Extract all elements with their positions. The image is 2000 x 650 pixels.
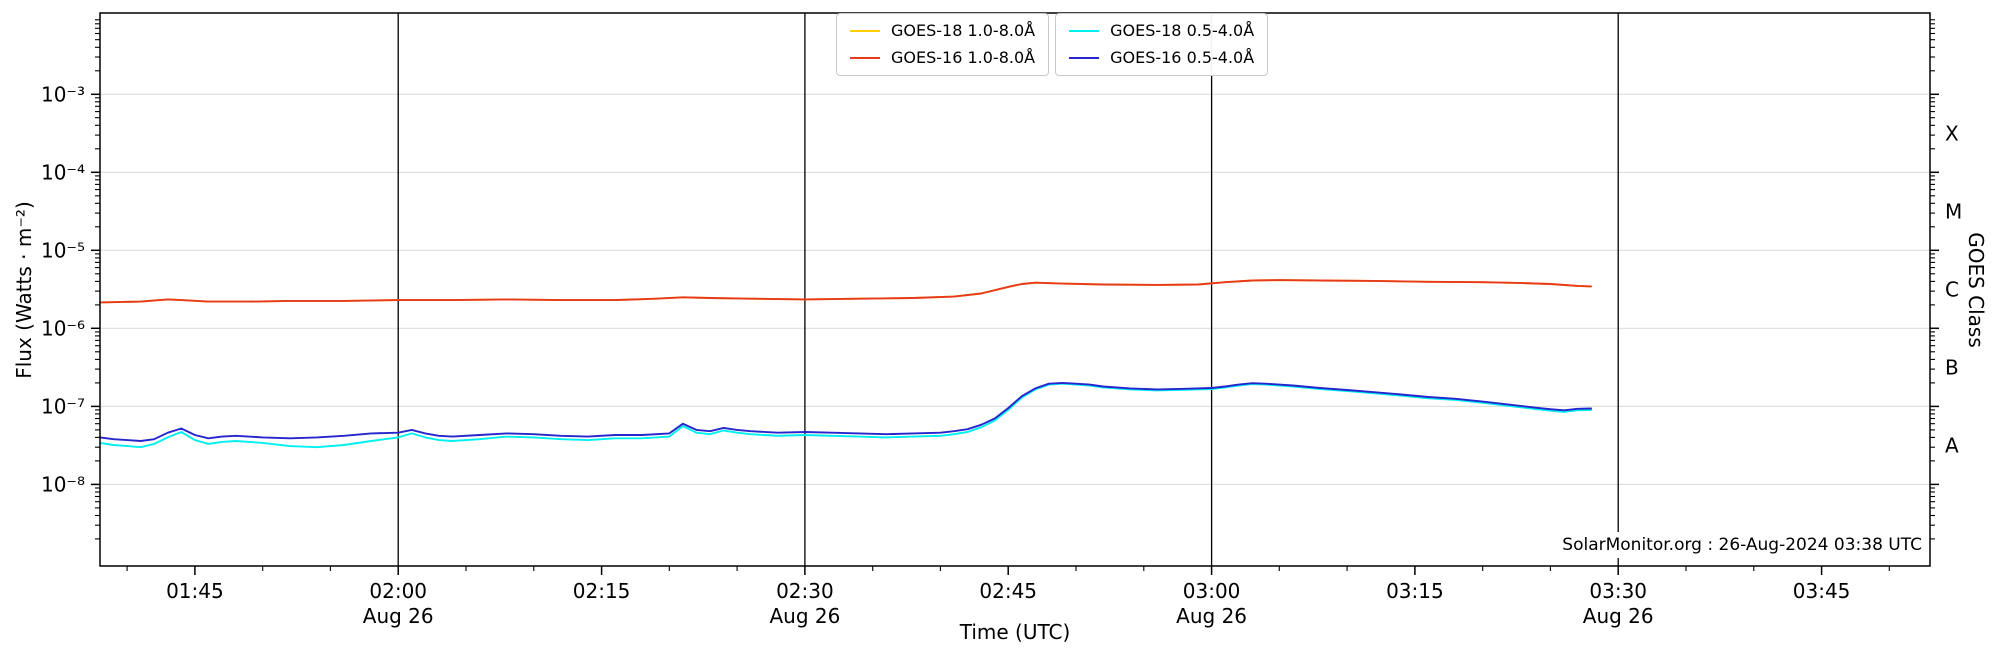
x-tick-label: 03:45 [1793,579,1851,603]
legend-item-goes18-long: GOES-18 1.0-8.0Å [850,21,1035,41]
goes-class-labels: X M C B A [1945,121,1962,457]
legend-item-goes18-short: GOES-18 0.5-4.0Å [1069,21,1254,41]
x-tick-sublabel: Aug 26 [1583,604,1654,628]
legend-line-sample-goes18-short [1069,30,1100,32]
legend-item-goes16-short: GOES-16 0.5-4.0Å [1069,48,1254,68]
goes-class-label: M [1945,199,1962,223]
y-tick-label: 10⁻⁸ [41,472,85,496]
x-tick-sublabel: Aug 26 [769,604,840,628]
x-tick-sublabel: Aug 26 [363,604,434,628]
day-boundary-lines [397,13,1619,566]
legend-label: GOES-16 0.5-4.0Å [1110,48,1255,67]
y-axis-label: Flux (Watts · m⁻²) [12,201,36,379]
legend-line-sample-goes16-long [850,57,880,59]
legend-line-sample-goes16-short [1069,57,1100,59]
legend-box-long-channel: GOES-18 1.0-8.0Å GOES-16 1.0-8.0Å [836,13,1050,76]
legend-box-short-channel: GOES-18 0.5-4.0Å GOES-16 0.5-4.0Å [1055,13,1269,76]
legend-label: GOES-18 0.5-4.0Å [1110,21,1255,40]
goes-class-label: C [1945,277,1959,301]
y-axis: 10⁻³ 10⁻⁴ 10⁻⁵ 10⁻⁶ 10⁻⁷ 10⁻⁸ [41,19,1939,540]
plot-frame [99,12,1931,567]
y-tick-label: 10⁻⁶ [41,316,85,340]
watermark-annotation: SolarMonitor.org : 26-Aug-2024 03:38 UTC [1555,532,1929,558]
series-line-goes18-short [99,382,1593,449]
x-tick-label: 03:00 [1183,579,1241,603]
y-gridlines [100,93,1930,485]
legend-item-goes16-long: GOES-16 1.0-8.0Å [850,48,1035,68]
goes-class-label: A [1945,433,1959,457]
legend: GOES-18 1.0-8.0Å GOES-16 1.0-8.0Å GOES-1… [836,13,1269,76]
y-tick-label: 10⁻⁷ [41,394,85,418]
legend-line-sample-goes18-long [850,30,880,32]
y-tick-label: 10⁻⁵ [41,238,85,262]
x-tick-sublabel: Aug 26 [1176,604,1247,628]
y-tick-label: 10⁻³ [41,82,85,106]
series-lines [99,279,1593,449]
x-tick-label: 02:00 [369,579,427,603]
legend-label: GOES-18 1.0-8.0Å [891,21,1036,40]
y-tick-label: 10⁻⁴ [41,160,85,184]
x-tick-label: 03:15 [1386,579,1444,603]
x-tick-label: 01:45 [166,579,224,603]
right-axis-label: GOES Class [1964,232,1988,348]
legend-label: GOES-16 1.0-8.0Å [891,48,1036,67]
x-tick-label: 02:15 [573,579,631,603]
x-tick-label: 03:30 [1589,579,1647,603]
x-axis-label: Time (UTC) [959,620,1071,644]
x-tick-label: 02:30 [776,579,834,603]
series-line-goes16-short [99,381,1593,442]
x-tick-label: 02:45 [979,579,1037,603]
goes-class-label: B [1945,355,1959,379]
series-line-goes16-long [99,279,1593,304]
goes-class-label: X [1945,121,1959,145]
